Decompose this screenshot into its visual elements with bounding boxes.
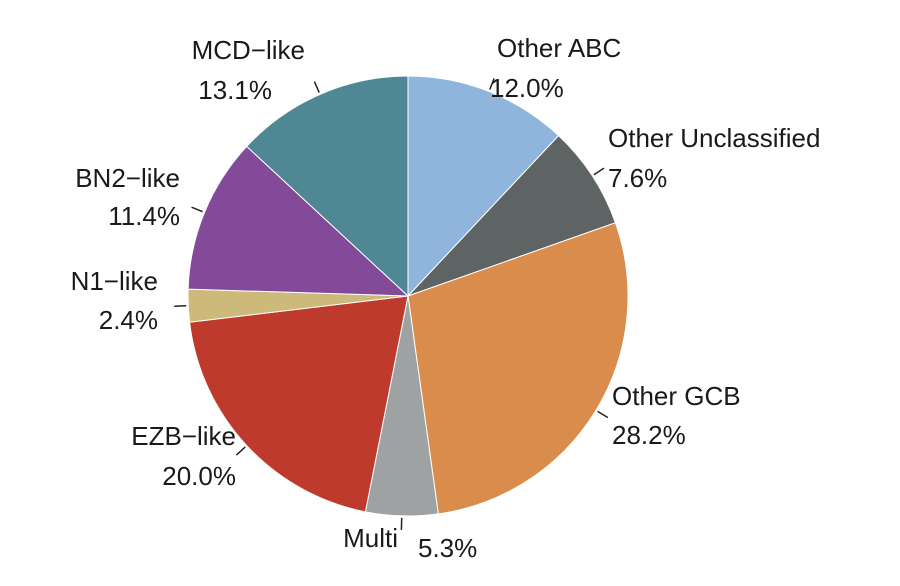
pie-slice: [407, 134, 617, 297]
leader-line: [235, 446, 246, 456]
leader-line: [489, 78, 495, 90]
leader-line: [597, 410, 609, 419]
value-label: 20.0%: [162, 461, 236, 491]
value-label: 5.3%: [418, 533, 477, 563]
leader-line: [191, 206, 203, 213]
value-label: 13.1%: [198, 75, 272, 105]
pie-slice: [187, 145, 410, 297]
pie-slice: [189, 295, 409, 513]
value-label: 28.2%: [612, 420, 686, 450]
leader-line: [593, 167, 605, 176]
slice-label: Multi: [343, 523, 398, 553]
slice-label: Other GCB: [612, 381, 741, 411]
pie-slice: [407, 222, 629, 515]
slice-label: N1−like: [71, 266, 158, 296]
value-label: 12.0%: [490, 73, 564, 103]
value-label: 2.4%: [99, 305, 158, 335]
slice-label: BN2−like: [75, 163, 180, 193]
slice-label: Other ABC: [497, 33, 621, 63]
slice-label: EZB−like: [131, 421, 236, 451]
value-label: 7.6%: [608, 163, 667, 193]
pie-slice: [407, 75, 560, 298]
value-label: 11.4%: [108, 201, 180, 231]
leader-line: [313, 81, 320, 93]
slice-label: Other Unclassified: [608, 123, 820, 153]
pie-slice: [245, 75, 409, 298]
leader-line: [174, 305, 187, 308]
slice-label: MCD−like: [192, 35, 305, 65]
